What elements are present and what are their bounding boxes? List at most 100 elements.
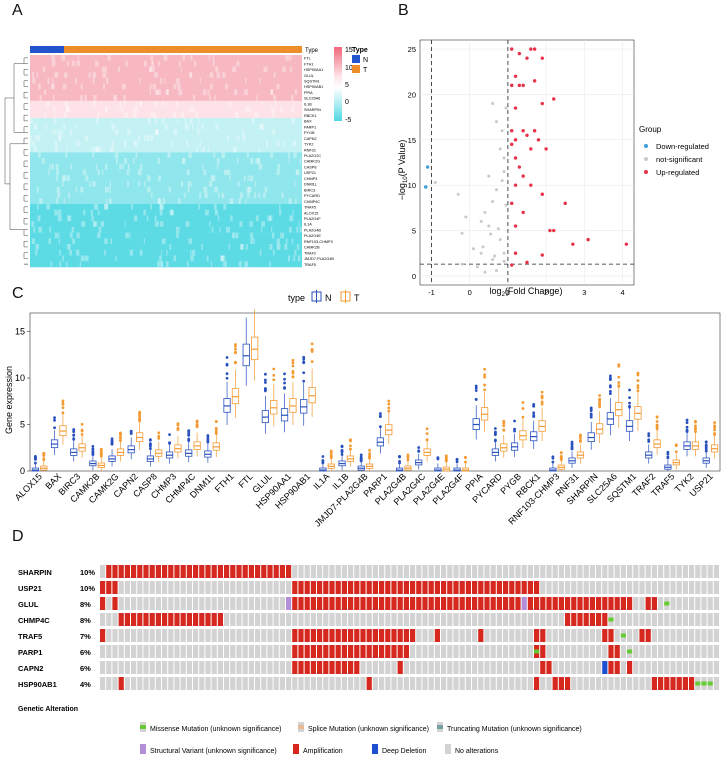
oncoprint-cell bbox=[664, 677, 670, 690]
heatmap-gene-label: BAX bbox=[304, 120, 312, 124]
oncoprint-cell bbox=[410, 629, 416, 642]
oncoprint-cell bbox=[385, 597, 391, 610]
box-outlier-N bbox=[340, 453, 344, 456]
box-outlier-N bbox=[283, 381, 286, 385]
box-outlier-N bbox=[72, 428, 76, 432]
oncoprint-cell bbox=[490, 677, 496, 690]
heatmap-cell bbox=[203, 169, 207, 176]
oncoprint-cell bbox=[670, 677, 676, 690]
heatmap-cell bbox=[209, 72, 214, 78]
oncoprint-cell bbox=[366, 613, 372, 626]
box-outlier-T bbox=[368, 455, 372, 459]
oncoprint-cell bbox=[620, 565, 626, 578]
box-outlier-N bbox=[704, 445, 708, 449]
heatmap-cell bbox=[151, 192, 153, 199]
oncoprint-cell bbox=[465, 677, 471, 690]
oncoprint-cell bbox=[620, 581, 626, 594]
oncoprint-cell bbox=[255, 629, 261, 642]
box-outlier-N bbox=[33, 461, 37, 465]
heatmap-cell bbox=[288, 198, 292, 204]
heatmap-cell bbox=[271, 112, 274, 119]
box-outlier-T bbox=[234, 343, 237, 346]
heatmap-cell bbox=[159, 209, 163, 216]
oncoprint-cell bbox=[434, 581, 440, 594]
oncoprint-cell bbox=[639, 613, 645, 626]
oncoprint-cell bbox=[472, 661, 478, 674]
oncoprint-cell bbox=[639, 661, 645, 674]
oncoprint-cell bbox=[453, 581, 459, 594]
oncoprint-cell bbox=[571, 629, 577, 642]
oncoprint-cell bbox=[279, 629, 285, 642]
heatmap-cell bbox=[104, 203, 109, 210]
heatmap-cell bbox=[37, 135, 41, 141]
oncoprint-cell bbox=[627, 677, 633, 690]
oncoprint-cell bbox=[168, 645, 174, 658]
x-tick-label: 3 bbox=[582, 288, 586, 297]
type-legend-t-label: T bbox=[363, 67, 368, 74]
heatmap-cell bbox=[37, 215, 41, 222]
oncoprint-cell bbox=[658, 581, 664, 594]
heatmap-cell bbox=[175, 226, 180, 233]
heatmap-cell bbox=[176, 83, 181, 90]
heatmap-cell bbox=[30, 135, 33, 141]
heatmap-cell bbox=[31, 72, 34, 78]
heatmap-cell bbox=[155, 118, 158, 124]
oncoprint-cell bbox=[701, 645, 707, 658]
heatmap-cell bbox=[107, 55, 111, 61]
oncoprint-cell bbox=[106, 613, 112, 626]
volcano-point-up bbox=[513, 251, 518, 255]
oncoprint-cell bbox=[180, 677, 186, 690]
oncoprint-cell bbox=[565, 581, 571, 594]
oncoprint-gene-label: SHARPIN bbox=[18, 568, 52, 577]
oncoprint-cell bbox=[180, 565, 186, 578]
oncoprint-cell bbox=[205, 645, 211, 658]
oncoprint-cell bbox=[155, 677, 161, 690]
heatmap-cell bbox=[98, 146, 102, 153]
box-outlier-N bbox=[628, 404, 631, 408]
heatmap-gene-label: PPIA bbox=[304, 91, 313, 95]
volcano-point-up bbox=[529, 47, 533, 51]
oncoprint-cell bbox=[267, 629, 273, 642]
oncoprint-cell bbox=[360, 613, 366, 626]
oncoprint-cell bbox=[391, 677, 397, 690]
heatmap-gene-label: CHMP3 bbox=[304, 177, 317, 181]
oncoprint-cell bbox=[112, 629, 118, 642]
heatmap-cell bbox=[149, 83, 152, 90]
oncoprint-cell bbox=[713, 645, 719, 658]
heatmap-row bbox=[30, 55, 302, 62]
heatmap-cell bbox=[285, 55, 290, 61]
box-outlier-N bbox=[148, 438, 152, 442]
box-outlier-N bbox=[72, 433, 76, 437]
oncoprint-cell bbox=[242, 645, 248, 658]
heatmap-cell bbox=[154, 89, 159, 96]
oncoprint-cell bbox=[118, 613, 124, 626]
legend-swatch bbox=[293, 744, 299, 754]
box-outlier-T bbox=[674, 443, 678, 447]
heatmap-cell bbox=[50, 261, 53, 267]
oncoprint-cell bbox=[323, 581, 329, 594]
volcano-point-ns bbox=[481, 245, 485, 249]
heatmap-cell bbox=[58, 232, 60, 239]
box-outlier-T bbox=[80, 422, 84, 426]
heatmap-cell bbox=[127, 129, 131, 136]
box-outlier-T bbox=[157, 434, 161, 438]
panel-label-d: D bbox=[12, 528, 24, 545]
heatmap-cell bbox=[202, 89, 207, 96]
oncoprint-cell bbox=[596, 581, 602, 594]
heatmap-cell bbox=[233, 66, 237, 73]
oncoprint-cell bbox=[558, 661, 564, 674]
heatmap-cell bbox=[139, 249, 143, 256]
heatmap-cell bbox=[233, 146, 237, 153]
oncoprint-cell bbox=[447, 613, 453, 626]
oncoprint-cell bbox=[267, 661, 273, 674]
oncoprint-cell bbox=[391, 629, 397, 642]
oncoprint-cell bbox=[521, 661, 527, 674]
heatmap-cell bbox=[195, 112, 199, 119]
oncoprint-cell bbox=[372, 645, 378, 658]
oncoprint-cell bbox=[106, 677, 112, 690]
heatmap-cell bbox=[37, 203, 39, 210]
box-outlier-N bbox=[33, 456, 37, 460]
oncoprint-cell bbox=[546, 597, 552, 610]
box-outlier-T bbox=[655, 423, 659, 427]
oncoprint-panel: SHARPIN 10%USP21 10%GLUL 8%CHMP4C 8%TRAF5 7%P… bbox=[18, 565, 719, 755]
